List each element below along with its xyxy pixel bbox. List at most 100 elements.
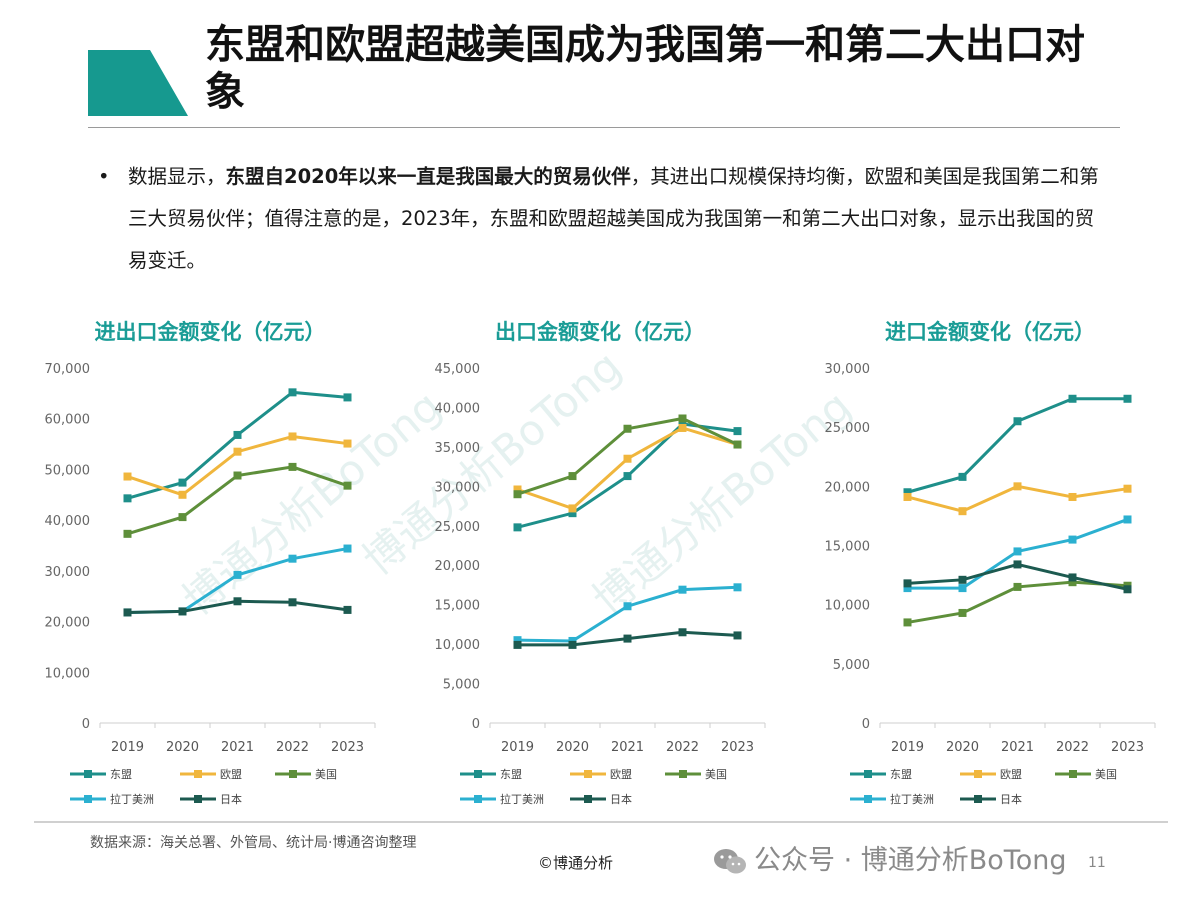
data-point [958,608,967,617]
x-tick-label: 2020 [556,740,589,755]
data-point [1123,585,1132,594]
x-tick-label: 2020 [946,740,979,755]
data-point [903,579,912,588]
data-point [513,636,522,645]
legend-label: 美国 [705,768,727,781]
data-point [1013,482,1022,491]
data-point [678,628,687,637]
data-point [123,608,132,617]
data-point [1068,394,1077,403]
y-tick-label: 45,000 [435,362,481,377]
data-point [343,544,352,553]
data-point [1123,394,1132,403]
y-tick-label: 10,000 [435,638,481,653]
data-point [178,513,187,522]
chart-svg: 0 5,000 10,000 15,000 20,000 25,000 30,000 2019… [825,362,1156,806]
y-tick-label: 25,000 [435,520,481,535]
bullet-dot-icon: • [98,165,110,188]
data-point [233,597,242,606]
data-point [1013,560,1022,569]
chart-title: 出口金额变化（亿元） [495,320,705,344]
y-tick-label: 5,000 [833,658,870,673]
data-point [178,607,187,616]
data-point [568,504,577,513]
data-point [903,488,912,497]
y-tick-label: 0 [862,717,870,732]
y-tick-label: 15,000 [435,599,481,614]
data-point [123,472,132,481]
page-title: 东盟和欧盟超越美国成为我国第一和第二大出口对象 [205,22,1085,115]
legend-marker [474,795,482,803]
y-tick-label: 20,000 [435,559,481,574]
y-tick-label: 20,000 [45,616,91,631]
data-point [178,490,187,499]
data-point [343,481,352,490]
x-tick-label: 2023 [721,740,754,755]
x-tick-label: 2022 [276,740,309,755]
data-point [288,598,297,607]
data-point [903,618,912,627]
legend-marker [1069,770,1077,778]
legend-label: 拉丁美洲 [110,792,154,806]
data-point [623,634,632,643]
x-tick-label: 2021 [1001,740,1034,755]
x-tick-label: 2020 [166,740,199,755]
legend-label: 拉丁美洲 [890,792,934,806]
y-tick-label: 15,000 [825,540,871,555]
data-point [343,605,352,614]
data-point [678,585,687,594]
legend-marker [864,795,872,803]
y-tick-label: 35,000 [435,441,481,456]
bullet-text-bold: 东盟自2020年以来一直是我国最大的贸易伙伴 [225,165,631,188]
bullet-text: 数据显示，东盟自2020年以来一直是我国最大的贸易伙伴，其进出口规模保持均衡，欧… [128,156,1108,282]
data-point [233,430,242,439]
legend-marker [864,770,872,778]
title-accent-shape [88,50,188,116]
bullet-text-post: ，其进出口规模保持均衡，欧盟和美国是我国第二和第三大贸易伙伴；值得注意的是，20… [128,165,1099,272]
legend-label: 美国 [315,768,337,781]
legend-label: 拉丁美洲 [500,792,544,806]
data-point [623,472,632,481]
legend-label: 日本 [220,792,242,806]
y-tick-label: 10,000 [825,599,871,614]
summary-bullet: • 数据显示，东盟自2020年以来一直是我国最大的贸易伙伴，其进出口规模保持均衡… [98,156,1108,282]
data-point [288,432,297,441]
x-tick-label: 2022 [1056,740,1089,755]
legend-marker [584,770,592,778]
y-tick-label: 40,000 [45,514,91,529]
y-tick-label: 0 [82,717,90,732]
legend-label: 东盟 [500,768,522,781]
bullet-text-pre: 数据显示， [128,165,226,188]
data-point [1068,578,1077,587]
legend-marker [194,770,202,778]
wechat-text: 公众号 · 博通分析BoTong [754,845,1067,876]
data-point [233,570,242,579]
data-point [1123,515,1132,524]
y-tick-label: 70,000 [45,362,91,377]
data-point [678,414,687,423]
data-point [958,575,967,584]
legend-label: 东盟 [890,768,912,781]
legend-marker [194,795,202,803]
chart-svg: 0 10,000 20,000 30,000 40,000 50,000 60,000 70,… [45,362,376,806]
y-tick-label: 30,000 [435,480,481,495]
y-tick-label: 60,000 [45,413,91,428]
legend-label: 欧盟 [220,768,242,781]
x-tick-label: 2023 [331,740,364,755]
wechat-account: 公众号 · 博通分析BoTong [712,838,1066,877]
data-point [568,640,577,649]
legend-marker [289,770,297,778]
data-point [513,490,522,499]
data-point [233,471,242,480]
x-tick-label: 2021 [221,740,254,755]
y-tick-label: 30,000 [825,362,871,377]
data-point [123,494,132,503]
legend-marker [974,795,982,803]
x-tick-label: 2021 [611,740,644,755]
wechat-icon [714,848,746,873]
data-point [288,388,297,397]
data-point [623,454,632,463]
data-point [568,509,577,518]
y-tick-label: 50,000 [45,463,91,478]
legend-marker [84,770,92,778]
